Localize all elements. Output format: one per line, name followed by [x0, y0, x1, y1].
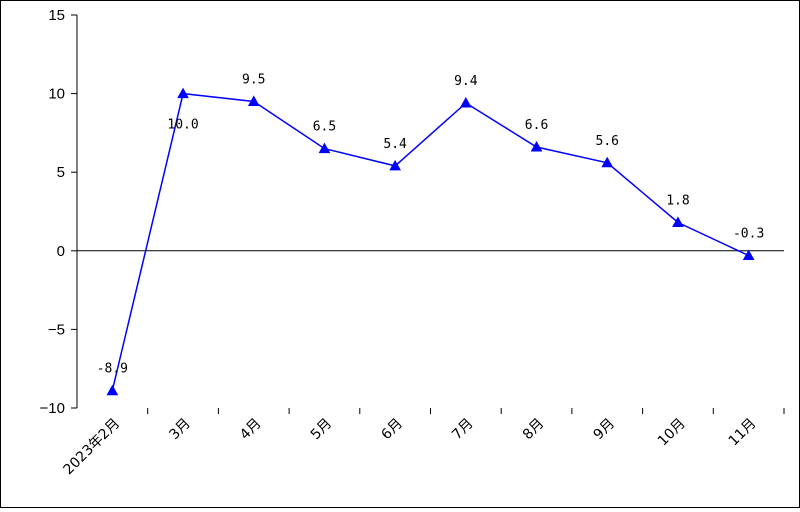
x-tick-label: 8月: [520, 416, 548, 444]
data-label: 6.5: [313, 120, 336, 135]
data-label: 10.0: [167, 118, 198, 133]
x-tick-label: 9月: [591, 416, 619, 444]
y-tick-label: 5: [57, 164, 65, 181]
data-label: -8.9: [97, 362, 128, 377]
data-point-marker: [460, 97, 472, 108]
data-point-marker: [389, 159, 401, 171]
data-label: 9.4: [454, 74, 478, 89]
y-tick-label: −10: [40, 400, 65, 417]
data-label: 9.5: [242, 72, 265, 87]
y-axis-ticks: 15 10 5 0 −5 −10: [40, 7, 77, 417]
data-point-marker: [177, 87, 189, 99]
series: [106, 87, 755, 396]
data-point-marker: [672, 216, 684, 228]
x-tick-label: 5月: [308, 416, 336, 444]
y-tick-label: 0: [57, 243, 65, 260]
x-tick-label: 3月: [166, 416, 194, 444]
data-point-marker: [601, 156, 614, 168]
y-tick-label: 15: [48, 7, 65, 24]
data-label: 5.6: [596, 134, 619, 149]
data-label: 6.6: [525, 118, 548, 133]
data-label: 1.8: [666, 194, 689, 209]
data-point-marker: [742, 249, 755, 261]
x-tick-label: 2023年2月: [61, 416, 124, 479]
x-tick-label: 11月: [726, 416, 760, 450]
data-labels: -8.9 10.0 9.5 6.5 5.4 9.4 6.6 5.6 1.8 -0.3: [97, 72, 765, 376]
x-tick-label: 7月: [449, 416, 477, 444]
data-point-marker: [530, 141, 543, 152]
data-point-marker: [318, 142, 331, 154]
data-label: 5.4: [383, 137, 407, 152]
x-axis-ticks: 2023年2月 3月 4月 5月 6月 7月 8月 9月 10月 11月: [61, 408, 785, 479]
series-line: [111, 92, 749, 391]
x-tick-label: 4月: [237, 416, 265, 444]
x-tick-label: 6月: [378, 416, 406, 444]
data-point-marker: [106, 384, 119, 396]
y-tick-label: −5: [48, 321, 65, 338]
data-point-marker: [247, 95, 260, 106]
x-tick-label: 10月: [655, 416, 689, 450]
data-label: -0.3: [733, 227, 764, 242]
axes: [76, 15, 784, 408]
y-tick-label: 10: [48, 86, 65, 103]
